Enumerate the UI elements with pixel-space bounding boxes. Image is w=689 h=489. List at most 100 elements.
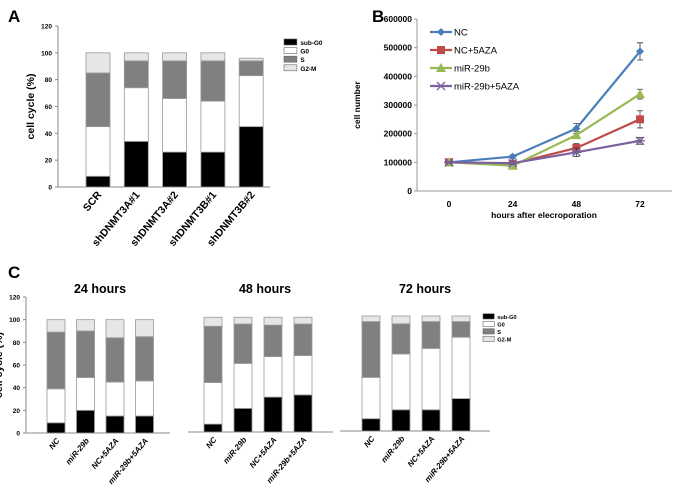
bar-S	[421, 321, 441, 349]
bar-S	[391, 323, 411, 355]
bar-G0	[451, 336, 471, 400]
legend-label: miR-29b+5AZA	[454, 82, 520, 93]
bar-G0	[135, 380, 154, 417]
bar-S	[451, 321, 471, 338]
bar-S	[105, 337, 125, 383]
y-tick-label: 20	[45, 158, 53, 165]
legend-label: G0	[497, 323, 504, 329]
legend-label: G0	[300, 49, 309, 56]
bar-sub-G0	[233, 407, 253, 433]
legend-label: NC+5AZA	[454, 46, 498, 57]
bar-sub-G0	[46, 422, 66, 434]
y-tick-label: 100	[9, 317, 20, 324]
y-tick-label: 40	[13, 385, 21, 392]
bar-G2-M	[162, 52, 188, 62]
bar-G0	[85, 126, 111, 177]
data-point-NC	[636, 47, 644, 56]
legend-label: S	[300, 57, 305, 64]
y-tick-label: 500000	[384, 43, 413, 53]
bar-sub-G0	[105, 415, 125, 434]
y-tick-label: 40	[45, 131, 53, 138]
bar-G0	[391, 353, 411, 411]
legend-label: G2-M	[497, 338, 511, 344]
bar-G2-M	[105, 319, 125, 339]
bar-G2-M	[451, 315, 471, 322]
bar-G2-M	[135, 319, 154, 338]
bar-G0	[200, 100, 226, 153]
bar-G2-M	[361, 315, 381, 322]
y-tick-label: 0	[407, 186, 412, 196]
bar-sub-G0	[293, 394, 313, 433]
bar-G2-M	[85, 52, 111, 74]
y-axis-label: cell number	[352, 80, 362, 128]
y-tick-label: 100000	[384, 157, 413, 167]
bar-G2-M	[391, 315, 411, 325]
bar-G0	[263, 356, 283, 398]
chart-title: 24 hours	[74, 282, 126, 296]
bar-G0	[293, 355, 313, 396]
bar-G2-M	[123, 52, 149, 62]
bar-sub-G0	[162, 151, 188, 188]
legend-label: G2-M	[300, 66, 316, 73]
x-tick-label: NC+5AZA	[90, 436, 121, 470]
bar-sub-G0	[421, 409, 441, 432]
x-tick-label: miR-29b	[64, 436, 91, 466]
legend-swatch	[482, 313, 495, 320]
x-tick-label: 72	[635, 199, 645, 209]
legend-swatch	[482, 328, 495, 335]
legend-swatch	[283, 64, 298, 72]
data-point-miR-29b	[507, 160, 518, 170]
x-tick-label: SCR	[81, 189, 105, 214]
legend-label: sub-G0	[300, 40, 323, 47]
x-tick-label: miR-29b	[379, 434, 406, 464]
panel-label-A: A	[8, 7, 20, 26]
bar-G2-M	[238, 57, 264, 62]
y-tick-label: 20	[13, 408, 21, 415]
data-point-miR-29b	[635, 89, 645, 99]
bar-sub-G0	[123, 140, 149, 188]
legend-swatch	[283, 38, 298, 46]
bar-G2-M	[263, 316, 283, 326]
legend-marker	[437, 46, 445, 54]
data-point-NC	[572, 124, 581, 133]
data-point-miR-29b+5AZA	[444, 157, 454, 167]
y-tick-label: 200000	[384, 129, 413, 139]
bar-G0	[203, 382, 223, 425]
data-point-miR-29b+5AZA	[571, 147, 582, 157]
legend-label: sub-G0	[497, 315, 516, 321]
legend-swatch	[482, 335, 495, 342]
series-line-NC	[448, 50, 641, 164]
bar-G0	[123, 87, 149, 142]
bar-sub-G0	[85, 175, 111, 188]
series-line-miR-29b+5AZA	[448, 139, 641, 165]
bar-G0	[46, 388, 66, 424]
bar-S	[293, 323, 313, 356]
bar-S	[85, 72, 111, 128]
y-tick-label: 0	[16, 431, 20, 438]
data-point-NC+5AZA	[636, 115, 644, 124]
x-tick-label: NC	[362, 434, 376, 449]
y-tick-label: 0	[48, 185, 52, 192]
y-tick-label: 400000	[384, 71, 413, 81]
x-axis-label: hours after elecroporation	[491, 210, 597, 220]
bar-G0	[238, 75, 264, 128]
bar-G2-M	[421, 315, 441, 322]
x-tick-label: NC	[47, 436, 61, 451]
bar-G2-M	[203, 316, 223, 327]
bar-G0	[105, 381, 125, 417]
bar-S	[238, 60, 264, 77]
chart-title: 72 hours	[399, 282, 451, 296]
x-tick-label: NC+5AZA	[406, 434, 437, 468]
bar-sub-G0	[76, 409, 95, 434]
legend-label: miR-29b	[454, 64, 490, 75]
bar-S	[203, 325, 223, 383]
legend-marker	[437, 28, 445, 36]
bar-S	[233, 323, 253, 364]
bar-sub-G0	[203, 423, 223, 433]
bar-G2-M	[293, 316, 313, 325]
x-tick-label: miR-29b	[221, 435, 248, 465]
x-tick-label: NC+5AZA	[248, 435, 279, 469]
legend-swatch	[283, 55, 298, 63]
data-point-miR-29b+5AZA	[635, 136, 645, 146]
